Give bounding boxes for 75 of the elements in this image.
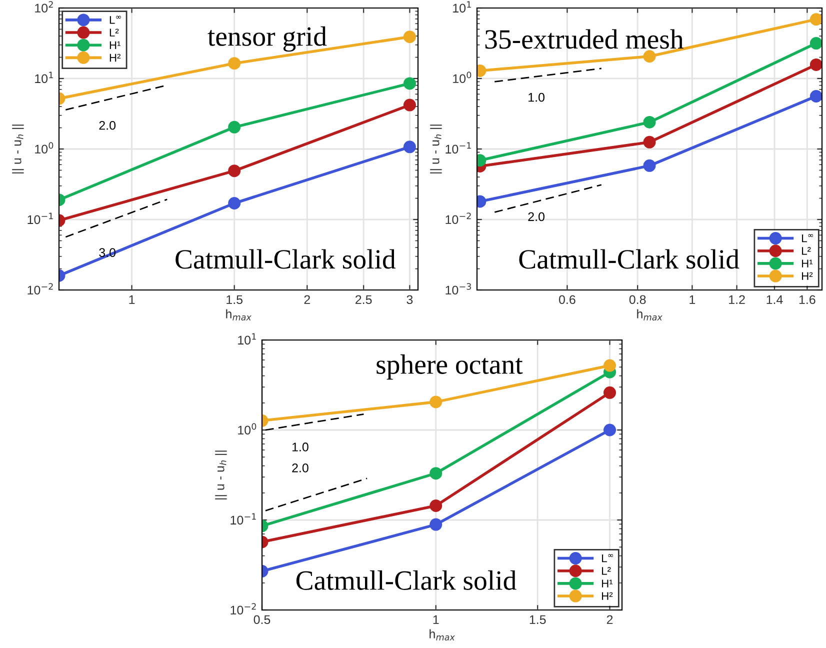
y-tick-label: 10$^{0}$ <box>35 142 54 154</box>
x-tick-label: 1.6 <box>799 295 816 304</box>
y-tick-label: 10$^{−1}$ <box>230 513 256 525</box>
y-axis-title: || u - u$_{h}$ || <box>12 124 24 174</box>
point <box>810 58 822 71</box>
point <box>403 77 416 90</box>
x-tick-label: 1 <box>433 615 439 624</box>
point <box>810 13 822 26</box>
legend-label: L$^{∞}$ <box>602 554 614 562</box>
x-tick-label: 1.2 <box>729 295 745 304</box>
x-tick-label: 1 <box>690 295 696 304</box>
y-tick-label: 10$^{1}$ <box>35 72 53 84</box>
point <box>403 30 416 44</box>
annotation: 2.0 <box>292 463 308 472</box>
point <box>810 90 822 103</box>
x-tick-label: 0.6 <box>558 295 576 304</box>
y-tick-label: 10$^{1}$ <box>238 333 256 345</box>
legend-label: H² <box>802 272 813 280</box>
y-tick-label: 10$^{−1}$ <box>446 142 471 154</box>
x-tick-label: 2 <box>304 295 310 304</box>
legend-label: H² <box>110 54 121 62</box>
x-tick-label: 1.4 <box>766 295 783 304</box>
annotation: Catmull-Clark solid <box>176 249 396 269</box>
x-tick-label: 1 <box>129 295 135 304</box>
annotation: 1.0 <box>292 442 308 452</box>
x-axis-title: h$_{max}$ <box>430 629 455 640</box>
point <box>643 159 656 172</box>
x-axis-title: h$_{max}$ <box>226 309 252 320</box>
text: tensor grid <box>208 26 327 52</box>
annotation: 3.0 <box>99 248 116 258</box>
annotation: 2.0 <box>99 120 116 130</box>
point <box>228 57 241 70</box>
point <box>228 120 241 134</box>
legend-label: L² <box>110 28 119 36</box>
point <box>810 37 822 50</box>
x-tick-label: 2 <box>606 615 613 624</box>
legend-label: L$^{∞}$ <box>110 16 121 24</box>
legend-label: H¹ <box>110 41 120 49</box>
point <box>228 164 241 178</box>
legend-label: L² <box>602 567 611 575</box>
point <box>643 50 656 63</box>
annotation: 2.0 <box>528 212 544 222</box>
point <box>643 136 656 148</box>
point <box>403 140 416 154</box>
point <box>403 98 416 112</box>
y-tick-label: 10$^{−1}$ <box>28 212 53 224</box>
x-tick-label: 0.5 <box>254 615 270 624</box>
y-tick-label: 10$^{−2}$ <box>446 212 471 224</box>
x-tick-label: 1.5 <box>530 615 546 624</box>
text: 35-extruded mesh <box>485 29 684 49</box>
legend-label: L$^{∞}$ <box>802 234 814 242</box>
legend-label: H¹ <box>602 580 613 588</box>
y-tick-label: 10$^{−3}$ <box>446 283 471 295</box>
y-tick-label: 10$^{0}$ <box>238 423 256 435</box>
legend-label: H² <box>602 592 613 600</box>
y-tick-label: 10$^{2}$ <box>35 1 53 13</box>
point <box>643 116 656 128</box>
point <box>228 197 241 210</box>
annotation: 1.0 <box>528 92 544 102</box>
y-tick-label: 10$^{−2}$ <box>230 603 256 615</box>
annotation: Catmull-Clark solid <box>519 249 740 269</box>
y-axis-title: || u - u$_{h}$ || <box>215 450 227 500</box>
legend-label: H¹ <box>802 260 813 268</box>
y-tick-label: 10$^{−2}$ <box>28 283 53 295</box>
legend-label: L² <box>802 247 811 255</box>
x-axis-title: h$_{max}$ <box>637 309 662 320</box>
chart-title: sphere octant <box>376 354 523 380</box>
x-tick-label: 2.5 <box>356 295 372 304</box>
x-tick-label: 1.5 <box>226 295 243 304</box>
annotation: Catmull-Clark solid <box>296 570 516 590</box>
y-tick-label: 10$^{0}$ <box>453 72 472 84</box>
x-tick-label: 3 <box>406 295 413 304</box>
x-tick-label: 0.8 <box>629 295 646 304</box>
y-axis-title: || u - u$_{h}$ || <box>430 124 442 174</box>
y-tick-label: 10$^{1}$ <box>453 1 471 13</box>
